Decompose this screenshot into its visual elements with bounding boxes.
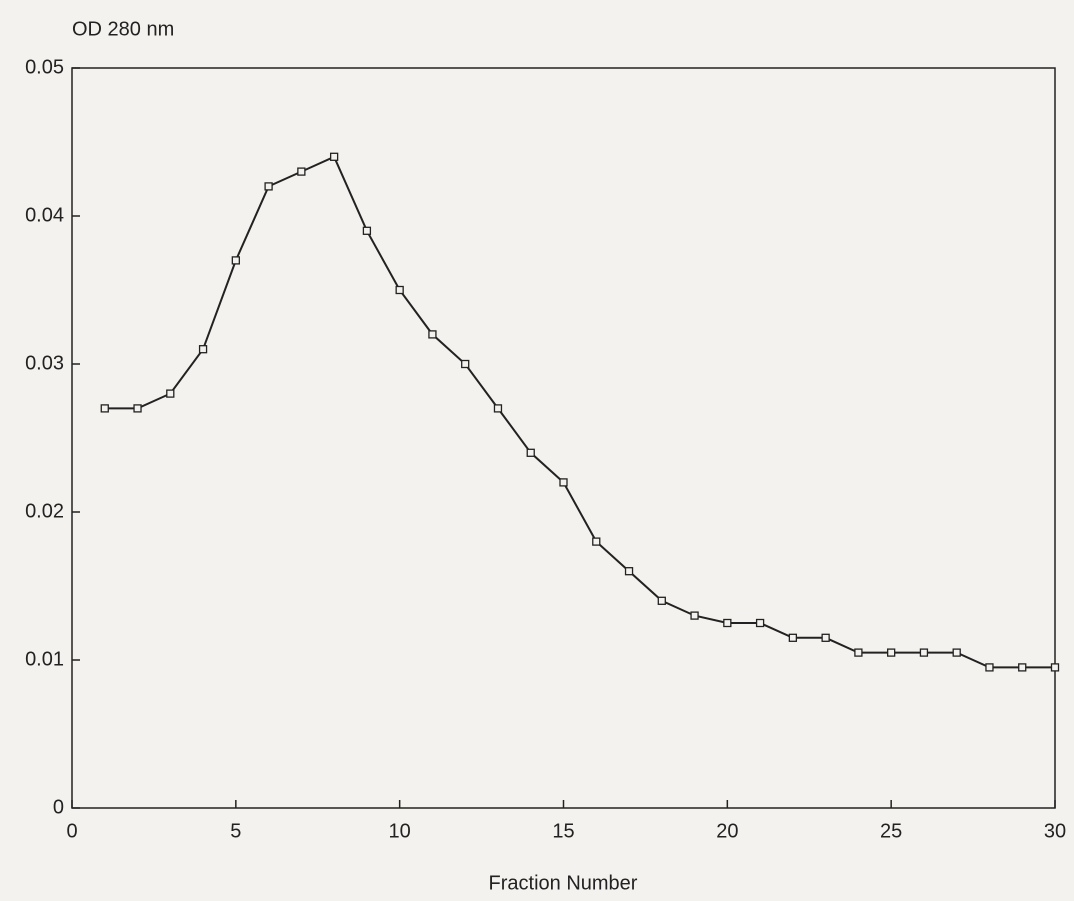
x-tick-label: 5 <box>230 820 241 842</box>
data-point <box>723 618 732 628</box>
data-point <box>461 359 470 369</box>
data-point <box>592 537 601 546</box>
data-point <box>952 648 961 657</box>
y-tick-label: 0.01 <box>25 648 64 670</box>
x-tick-label: 20 <box>716 820 738 842</box>
plot-frame <box>71 67 1056 809</box>
data-point <box>526 448 535 457</box>
data-point <box>198 345 208 354</box>
data-point <box>788 633 798 642</box>
data-point <box>297 167 306 176</box>
data-point <box>559 478 568 487</box>
y-axis-label: OD 280 nm <box>72 18 174 40</box>
data-point <box>231 256 240 265</box>
data-point <box>919 648 929 657</box>
y-tick-label: 0.02 <box>25 500 64 522</box>
data-point <box>887 648 896 657</box>
data-point <box>100 404 109 413</box>
y-tick-label: 0 <box>53 796 64 818</box>
data-point <box>690 611 699 620</box>
data-point <box>166 389 175 398</box>
data-point <box>985 663 994 672</box>
x-tick-label: 25 <box>880 820 902 842</box>
data-point <box>133 404 142 413</box>
y-tick-label: 0.03 <box>25 352 64 374</box>
data-point <box>428 330 437 339</box>
x-tick-label: 10 <box>389 820 411 842</box>
x-tick-label: 0 <box>66 820 77 842</box>
y-tick-label: 0.05 <box>25 56 64 78</box>
data-point <box>493 404 503 413</box>
data-point <box>624 567 634 576</box>
x-tick-label: 15 <box>552 820 574 842</box>
data-point <box>821 633 830 642</box>
data-point <box>657 596 666 605</box>
data-point <box>264 182 273 191</box>
data-point <box>395 285 404 295</box>
data-point <box>755 618 765 628</box>
data-point <box>1018 663 1027 672</box>
data-point <box>362 226 372 235</box>
y-tick-label: 0.04 <box>25 204 64 226</box>
data-line <box>104 155 1055 669</box>
x-tick-label: 30 <box>1044 820 1066 842</box>
x-axis-label: Fraction Number <box>489 872 638 894</box>
data-point <box>854 648 863 657</box>
data-point <box>329 152 339 161</box>
data-point <box>1050 663 1060 672</box>
